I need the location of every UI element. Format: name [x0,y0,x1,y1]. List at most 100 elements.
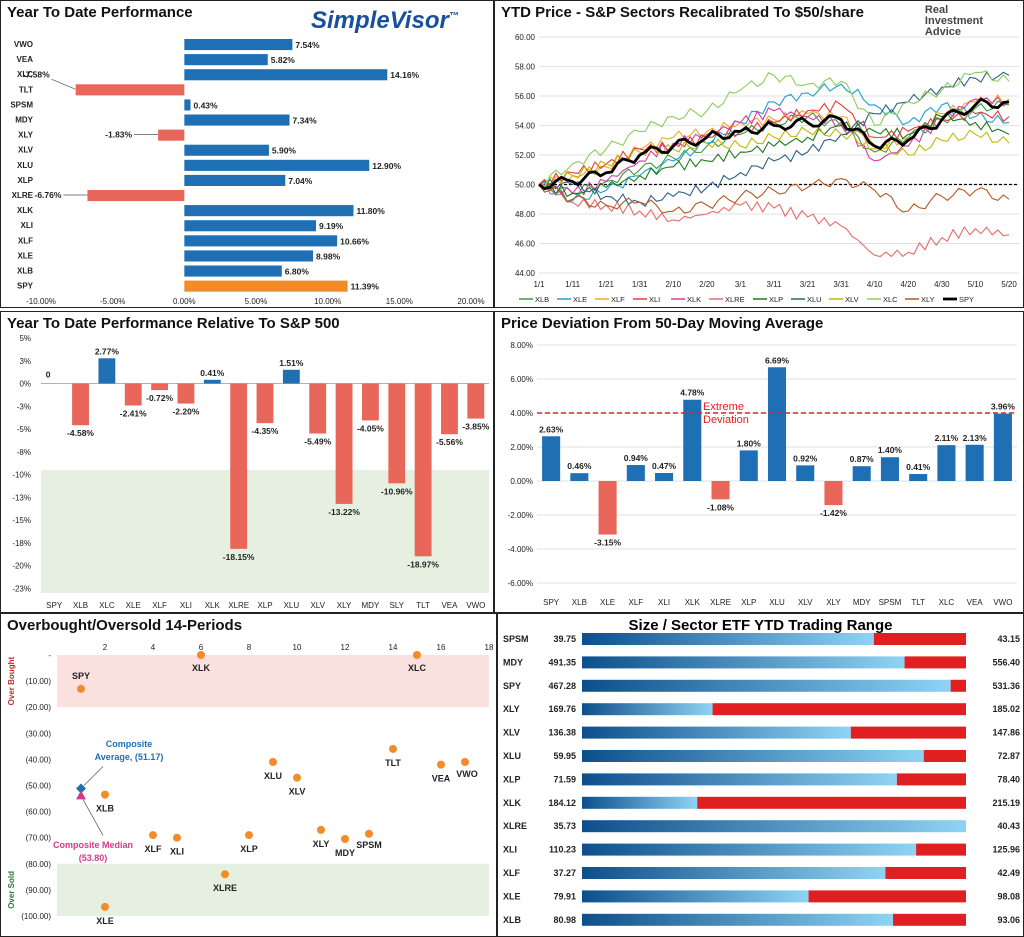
bar [184,220,317,232]
data-label: 0.94% [624,453,649,463]
bar [993,413,1012,481]
point-label: XLI [170,847,184,857]
ytd-price-title: YTD Price - S&P Sectors Recalibrated To … [501,4,864,21]
series-line [538,70,1010,187]
bar [184,205,354,217]
bar [441,383,458,435]
range-remaining-bar [850,726,966,739]
series-line [538,126,1010,189]
bar [184,54,268,66]
category-label: XLI [180,601,192,610]
y-tick-label: (60.00) [26,808,52,817]
range-high-value: 125.96 [992,845,1020,855]
threshold-label-2: Deviation [703,414,749,426]
x-tick-label: 6 [199,643,204,652]
ria-logo: Real Investment Advice [925,5,983,38]
data-label: 6.69% [765,355,790,365]
category-label: XLV [18,146,34,155]
trading-range-chart: SPSM 39.75 43.15 MDY 491.35 556.40 SPY 467.28 53… [503,633,1020,926]
y-tick-label: - [48,651,51,660]
range-remaining-bar [923,750,966,762]
legend-label: XLRE [725,295,745,304]
row-label: XLF [503,868,521,878]
scatter-point [101,790,109,799]
x-tick-label: 4/20 [900,280,916,289]
data-label: 9.19% [319,221,344,231]
range-high-value: 78.40 [997,774,1020,784]
range-filled-bar [582,633,874,645]
category-label: XLC [939,598,955,607]
category-label: XLK [685,598,701,607]
simplevisor-logo-text: SimpleVisor [311,7,449,34]
bar [184,235,338,247]
category-label: XLRE [710,598,731,607]
relative-performance-panel: Year To Date Performance Relative To S&P… [0,311,494,613]
range-filled-bar [582,913,894,926]
scatter-point [317,825,325,834]
category-label: VWO [466,601,485,610]
data-label: 0.92% [793,453,818,463]
x-tick-label: 1/11 [565,280,581,289]
data-label: -5.56% [436,437,463,447]
range-filled-bar [582,773,897,786]
category-label: XLC [99,601,115,610]
data-label: -7.58% [23,69,50,79]
category-label: XLU [284,601,300,610]
trading-range-panel: Size / Sector ETF YTD Trading Range SPSM… [497,613,1024,937]
data-label: -1.08% [707,502,734,512]
bar [767,367,787,481]
point-label: SPY [72,671,90,681]
composite-average-label-1: Composite [106,739,153,749]
data-label: -10.96% [381,486,413,496]
scatter-point [221,870,229,879]
data-label: 5.82% [271,55,296,65]
bar [75,84,185,96]
range-filled-bar [582,796,698,809]
y-tick-label: (80.00) [26,860,52,869]
point-label: MDY [335,848,355,858]
point-label: XLU [264,771,282,781]
point-label: SPSM [356,840,382,850]
x-tick-label: 3/21 [800,280,816,289]
price-deviation-panel: Price Deviation From 50-Day Moving Avera… [494,311,1024,613]
range-high-value: 93.06 [997,915,1020,925]
y-tick-label: 2.00% [510,443,533,452]
category-label: VEA [441,601,458,610]
range-high-value: 147.86 [992,728,1020,738]
data-label: 0.87% [850,454,875,464]
category-label: XLB [73,601,88,610]
data-label: -4.05% [357,423,384,433]
composite-median-marker [76,790,86,800]
data-label: -1.83% [105,130,132,140]
y-tick-label: -20% [12,562,31,571]
category-label: XLE [600,598,615,607]
ytd-price-panel: YTD Price - S&P Sectors Recalibrated To … [494,0,1024,308]
data-label: 11.80% [356,206,385,216]
x-tick-label: 1/21 [598,280,614,289]
x-tick-label: 15.00% [386,297,413,306]
y-tick-label: 6.00% [510,375,533,384]
y-tick-label: 48.00 [515,210,536,219]
overbought-zone-label: Over Bought [7,657,16,706]
point-label: XLB [96,804,115,814]
price-deviation-chart: 8.00% 6.00% 4.00% 2.00% 0.00% -2.00% -4.00% -6.… [508,341,1017,607]
data-label: 8.98% [316,251,341,261]
x-tick-label: 2/20 [699,280,715,289]
category-label: XLU [17,161,33,170]
y-tick-label: 46.00 [515,240,536,249]
range-remaining-bar [808,890,966,903]
x-tick-label: 3/1 [735,280,747,289]
bar [824,481,843,506]
category-label: XLB [17,267,33,276]
x-tick-label: 4/30 [934,280,950,289]
point-label: XLE [96,916,114,926]
scatter-point [341,835,349,844]
y-tick-label: (20.00) [26,703,52,712]
category-label: XLP [257,601,272,610]
ytd-performance-panel: Year To Date Performance SimpleVisor™ -1… [0,0,494,308]
range-remaining-bar [916,843,966,856]
category-label: XLV [310,601,325,610]
bar [282,369,300,384]
bar [852,466,871,481]
ria-logo-line3: Advice [924,26,961,38]
